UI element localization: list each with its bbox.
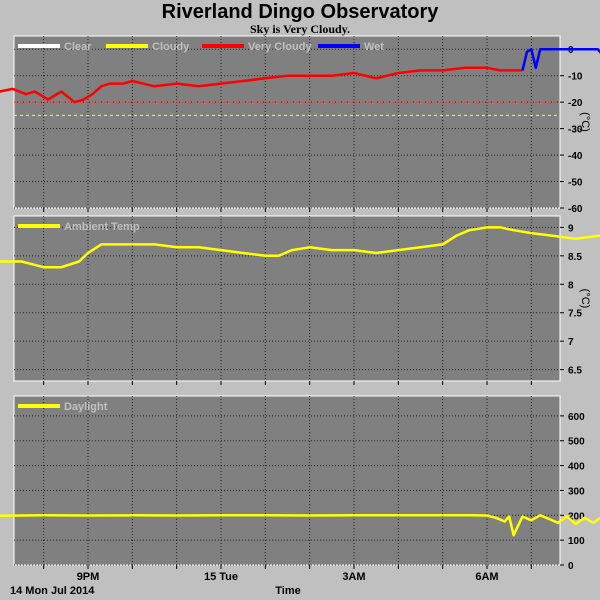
- x-tick-label: 15 Tue: [204, 571, 238, 583]
- y-tick-label: 100: [568, 536, 585, 547]
- y-tick-label: -60: [568, 204, 583, 215]
- y-tick-label: 400: [568, 462, 585, 473]
- y-tick-label: 500: [568, 437, 585, 448]
- y-tick-label: -40: [568, 151, 583, 162]
- y-tick-label: 8: [568, 280, 574, 291]
- chart-subtitle: Sky is Very Cloudy.: [249, 22, 351, 36]
- y-tick-label: 0: [568, 45, 574, 56]
- y-tick-label: 7.5: [568, 309, 582, 320]
- x-tick-label: 9PM: [77, 571, 100, 583]
- chart-title: Riverland Dingo Observatory: [161, 1, 439, 23]
- series-line-daylight: [0, 514, 600, 537]
- x-axis-label: Time: [275, 585, 300, 597]
- legend-label: Wet: [364, 41, 384, 53]
- y-tick-label: -10: [568, 72, 583, 83]
- y-tick-label: -30: [568, 125, 583, 136]
- series-line-ambient-temp: [0, 226, 600, 269]
- series-line-wet: [521, 47, 600, 71]
- y-tick-label: 600: [568, 412, 585, 423]
- legend-label: Ambient Temp: [64, 221, 140, 233]
- y-tick-label: 7: [568, 337, 574, 348]
- y-tick-label: 0: [568, 561, 574, 572]
- y-tick-label: 300: [568, 486, 585, 497]
- panel-daylight: [13, 395, 561, 566]
- legend-label: Clear: [64, 41, 92, 53]
- y-axis-label: (°C): [579, 289, 591, 309]
- legend-label: Daylight: [64, 401, 108, 413]
- y-axis-label: (°C): [579, 112, 591, 132]
- y-tick-label: 200: [568, 511, 585, 522]
- y-tick-label: 6.5: [568, 366, 582, 377]
- y-tick-label: 9: [568, 223, 574, 234]
- legend-label: Cloudy: [152, 41, 190, 53]
- y-tick-label: -20: [568, 98, 583, 109]
- x-tick-label: 6AM: [475, 571, 498, 583]
- date-label: 14 Mon Jul 2014: [10, 585, 95, 597]
- x-tick-label: 3AM: [342, 571, 365, 583]
- legend-label: Very Cloudy: [248, 41, 312, 53]
- panel-ambient: [13, 215, 561, 382]
- y-tick-label: 8.5: [568, 252, 582, 263]
- panel-sky: [13, 35, 561, 209]
- y-tick-label: -50: [568, 178, 583, 189]
- series-line-very-cloudy: [0, 66, 523, 104]
